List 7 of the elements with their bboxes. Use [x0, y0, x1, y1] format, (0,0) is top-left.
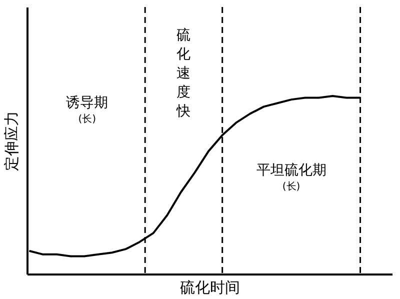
annotation: 诱导期 [66, 95, 108, 111]
y-axis-title: 定伸应力 [2, 111, 20, 171]
x-axis-title: 硫化时间 [180, 278, 240, 296]
annotation: (长) [282, 180, 300, 192]
annotation: (长) [78, 112, 96, 125]
annotation: 硫化速度快 [176, 27, 191, 120]
annotation: 平坦硫化期 [256, 162, 326, 179]
